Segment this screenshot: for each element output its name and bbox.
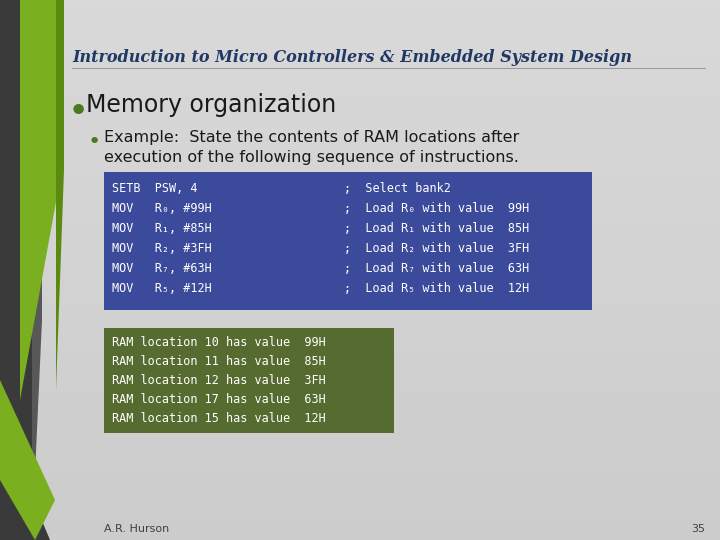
FancyBboxPatch shape bbox=[104, 172, 592, 310]
Text: RAM location 17 has value  63H: RAM location 17 has value 63H bbox=[112, 393, 325, 406]
Text: ;  Select bank2: ; Select bank2 bbox=[344, 182, 451, 195]
Text: ;  Load R₀ with value  99H: ; Load R₀ with value 99H bbox=[344, 202, 529, 215]
Text: •: • bbox=[88, 132, 102, 152]
Polygon shape bbox=[20, 0, 60, 400]
Text: RAM location 10 has value  99H: RAM location 10 has value 99H bbox=[112, 336, 325, 349]
Polygon shape bbox=[0, 0, 32, 540]
Text: RAM location 11 has value  85H: RAM location 11 has value 85H bbox=[112, 355, 325, 368]
Text: MOV   R₅, #12H: MOV R₅, #12H bbox=[112, 282, 212, 295]
Text: execution of the following sequence of instructions.: execution of the following sequence of i… bbox=[104, 150, 519, 165]
Text: 35: 35 bbox=[691, 524, 705, 534]
Text: MOV   R₀, #99H: MOV R₀, #99H bbox=[112, 202, 212, 215]
Text: MOV   R₂, #3FH: MOV R₂, #3FH bbox=[112, 242, 212, 255]
Text: ;  Load R₇ with value  63H: ; Load R₇ with value 63H bbox=[344, 262, 529, 275]
Polygon shape bbox=[32, 0, 42, 540]
Text: RAM location 15 has value  12H: RAM location 15 has value 12H bbox=[112, 412, 325, 425]
Polygon shape bbox=[0, 420, 50, 540]
Text: MOV   R₇, #63H: MOV R₇, #63H bbox=[112, 262, 212, 275]
Text: SETB  PSW, 4: SETB PSW, 4 bbox=[112, 182, 197, 195]
Text: Memory organization: Memory organization bbox=[86, 93, 336, 117]
Text: A.R. Hurson: A.R. Hurson bbox=[104, 524, 169, 534]
Polygon shape bbox=[56, 0, 64, 390]
FancyBboxPatch shape bbox=[104, 328, 394, 433]
Text: ;  Load R₁ with value  85H: ; Load R₁ with value 85H bbox=[344, 222, 529, 235]
Text: ;  Load R₂ with value  3FH: ; Load R₂ with value 3FH bbox=[344, 242, 529, 255]
Polygon shape bbox=[0, 380, 55, 540]
Text: Introduction to Micro Controllers & Embedded System Design: Introduction to Micro Controllers & Embe… bbox=[72, 49, 632, 65]
Text: Example:  State the contents of RAM locations after: Example: State the contents of RAM locat… bbox=[104, 130, 519, 145]
Text: MOV   R₁, #85H: MOV R₁, #85H bbox=[112, 222, 212, 235]
Text: RAM location 12 has value  3FH: RAM location 12 has value 3FH bbox=[112, 374, 325, 387]
Text: ;  Load R₅ with value  12H: ; Load R₅ with value 12H bbox=[344, 282, 529, 295]
Text: •: • bbox=[68, 95, 89, 129]
